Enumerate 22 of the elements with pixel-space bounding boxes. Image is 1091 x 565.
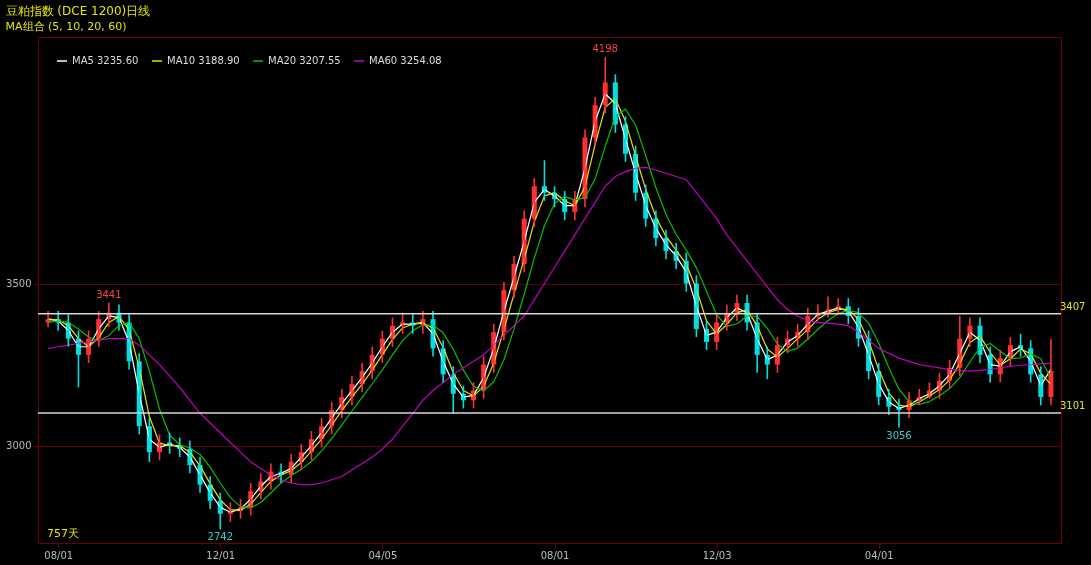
- chart-subtitle: MA组合 (5, 10, 20, 60): [5, 20, 127, 33]
- legend-label: MA5 3235.60: [72, 55, 139, 66]
- x-tick-label: 12/03: [702, 549, 732, 561]
- annotation: 3441: [96, 288, 122, 300]
- legend-label: MA20 3207.55: [268, 55, 341, 66]
- annotation: 757天: [47, 527, 79, 540]
- annotation: 4198: [592, 43, 618, 55]
- line-series: [47, 166, 1052, 486]
- x-tick-label: 04/05: [368, 549, 398, 561]
- x-tick-label: 04/01: [864, 549, 894, 561]
- x-tick-label: 08/01: [540, 549, 570, 561]
- chart-title: 豆粕指数 (DCE 1200)日线: [5, 4, 151, 18]
- y-tick-label: 3500: [6, 278, 32, 290]
- legend-label: MA60 3254.08: [369, 55, 442, 66]
- ref-line-label: 3407: [1060, 300, 1086, 312]
- legend-label: MA10 3188.90: [167, 55, 240, 66]
- x-tick-label: 08/01: [44, 549, 74, 561]
- y-tick-label: 3000: [6, 440, 32, 452]
- ref-line-label: 3101: [1060, 399, 1086, 411]
- annotation: 3056: [886, 429, 912, 441]
- x-tick-label: 12/01: [206, 549, 236, 561]
- annotation: 2742: [207, 531, 233, 543]
